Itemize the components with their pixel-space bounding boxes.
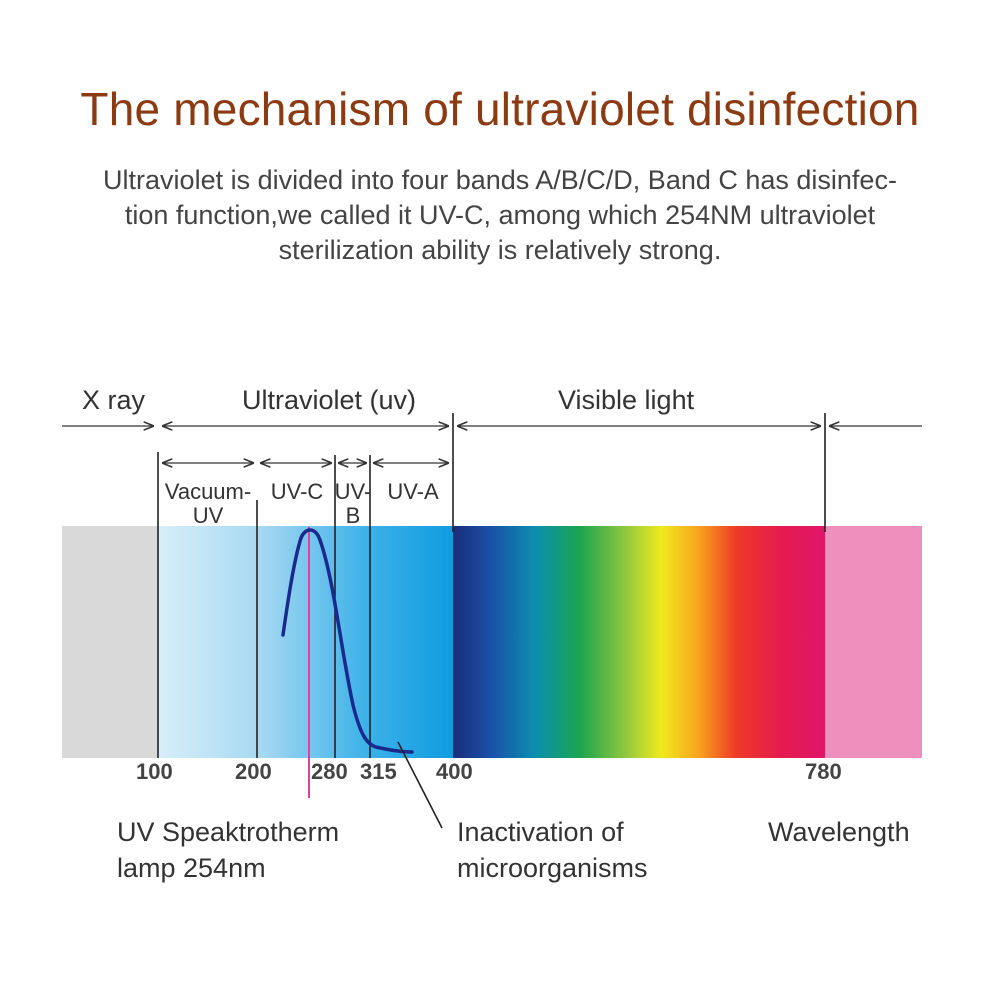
inactivation-annotation-line-2: microorganisms <box>457 853 648 883</box>
description-line-2: tion function,we called it UV-C, among w… <box>124 200 876 230</box>
vacuum-uv-label-line-2: UV <box>192 503 224 528</box>
description-line-3: sterilization ability is relatively stro… <box>278 235 722 265</box>
lamp-annotation-line-1: UV Speaktrotherm <box>117 817 340 847</box>
uvb-label: UV- B <box>333 480 373 528</box>
germicidal-curve <box>281 528 414 754</box>
uvc-label: UV-C <box>270 479 324 504</box>
vacuum-uv-label: Vacuum- UV <box>156 480 260 528</box>
uvb-label-line-1: UV- <box>334 479 372 504</box>
page-title: The mechanism of ultraviolet disinfectio… <box>80 83 920 135</box>
xray-label: X ray <box>82 385 146 415</box>
xray-band <box>62 526 158 758</box>
tick-label-280: 280 <box>311 759 348 784</box>
ultraviolet-label: Ultraviolet (uv) <box>242 385 417 415</box>
lamp-annotation-line-2: lamp 254nm <box>117 853 266 883</box>
tick-label-100: 100 <box>136 759 173 784</box>
description-line-1: Ultraviolet is divided into four bands A… <box>103 165 897 195</box>
infrared-band <box>825 526 922 758</box>
uv-band <box>158 526 453 758</box>
wavelength-label: Wavelength <box>768 817 910 847</box>
vacuum-uv-label-line-1: Vacuum- <box>164 479 252 504</box>
visible-light-label: Visible light <box>558 385 695 415</box>
inactivation-pointer <box>397 741 443 829</box>
tick-label-400: 400 <box>436 759 473 784</box>
description-text: Ultraviolet is divided into four bands A… <box>50 163 950 268</box>
inactivation-annotation-line-1: Inactivation of <box>457 817 624 847</box>
tick-label-315: 315 <box>360 759 397 784</box>
tick-label-200: 200 <box>235 759 272 784</box>
uva-label: UV-A <box>387 479 439 504</box>
visible-band <box>453 526 825 758</box>
uvb-label-line-2: B <box>345 503 361 528</box>
tick-label-780: 780 <box>805 759 842 784</box>
lamp-annotation: UV Speaktrotherm lamp 254nm <box>117 814 339 886</box>
inactivation-annotation: Inactivation of microorganisms <box>457 814 648 886</box>
